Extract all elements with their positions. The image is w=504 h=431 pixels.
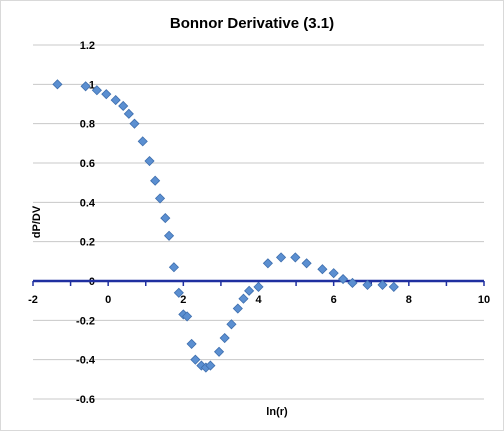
data-point — [337, 273, 349, 285]
data-point — [362, 279, 373, 290]
x-tick-labels: -2 0 2 4 6 8 10 — [28, 294, 490, 306]
data-point — [91, 85, 102, 96]
data-point — [182, 311, 193, 322]
data-point — [101, 89, 112, 100]
data-point — [328, 268, 339, 279]
data-point — [238, 293, 249, 304]
data-point — [144, 155, 155, 167]
data-points — [52, 79, 399, 373]
y-tick-label: 1.2 — [80, 40, 95, 52]
data-point — [190, 354, 201, 365]
x-tick-label: -2 — [28, 294, 38, 306]
data-point — [262, 258, 273, 269]
y-tick-label: 1 — [89, 79, 95, 91]
y-tick-label: 0.8 — [80, 119, 95, 131]
data-point — [52, 79, 63, 90]
data-point — [80, 81, 91, 92]
data-point — [301, 258, 312, 269]
data-point — [275, 252, 287, 263]
x-tick-label: 2 — [180, 294, 186, 306]
data-point — [123, 108, 134, 119]
data-point — [150, 175, 161, 186]
data-point — [219, 332, 230, 344]
y-tick-label: 0.6 — [80, 158, 95, 170]
data-point — [173, 287, 184, 298]
data-point — [110, 95, 121, 106]
data-point — [186, 338, 197, 349]
data-point — [290, 252, 301, 263]
gridlines — [33, 44, 484, 400]
y-axis-label: dP/DV — [31, 205, 43, 238]
data-point — [129, 118, 140, 129]
x-tick-label: 10 — [478, 294, 490, 306]
data-point — [213, 346, 225, 357]
y-tick-label: -0.4 — [76, 355, 96, 367]
data-point — [205, 360, 216, 371]
data-point — [347, 277, 358, 289]
data-point — [232, 303, 243, 314]
y-tick-label: -0.6 — [76, 394, 95, 406]
data-point — [388, 281, 399, 292]
data-point — [160, 213, 171, 224]
x-tick-label: 6 — [331, 294, 337, 306]
x-tick-label: 4 — [255, 294, 262, 306]
data-point — [154, 193, 166, 204]
chart-title: Bonnor Derivative (3.1) — [170, 15, 334, 32]
y-tick-label: 0.4 — [80, 197, 96, 209]
data-point — [244, 285, 255, 296]
data-point — [163, 230, 175, 241]
y-tick-label: 0.2 — [80, 237, 95, 249]
data-point — [377, 279, 388, 290]
x-axis-label: ln(r) — [266, 406, 288, 418]
data-point — [168, 262, 180, 273]
data-point — [118, 100, 129, 112]
y-tick-labels: -0.6-0.4-0.200.20.40.60.811.2 — [76, 40, 96, 406]
data-point — [317, 264, 328, 275]
data-point — [253, 281, 264, 292]
x-tick-label: 0 — [105, 294, 111, 306]
x-tick-label: 8 — [406, 294, 412, 306]
data-point — [226, 319, 237, 330]
data-point — [137, 136, 148, 147]
y-tick-label: -0.2 — [76, 315, 95, 327]
